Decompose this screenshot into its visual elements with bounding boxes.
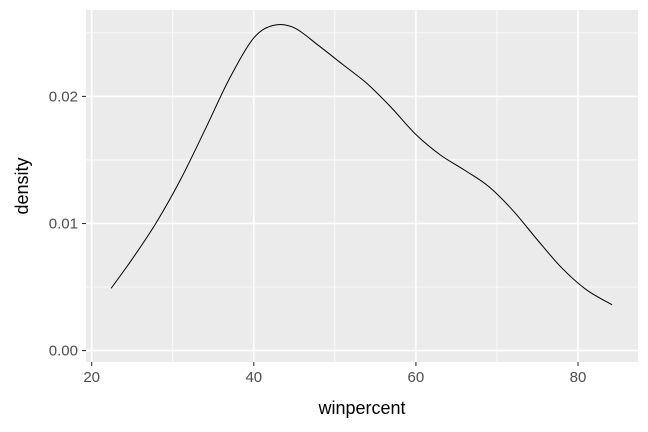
- axis-ticks: 20 40 60 80 0.00 0.01 0.02: [49, 88, 587, 386]
- y-tick-label: 0.02: [49, 88, 78, 105]
- density-line: [110, 23, 613, 306]
- plot-panel: [86, 10, 638, 362]
- y-tick-label: 0.01: [49, 215, 78, 232]
- x-tick-label: 40: [245, 369, 262, 386]
- x-tick-label: 20: [83, 369, 100, 386]
- y-axis-title: density: [12, 157, 32, 214]
- grid-lines: [86, 10, 638, 362]
- x-axis-title: winpercent: [317, 398, 405, 418]
- y-tick-label: 0.00: [49, 343, 78, 360]
- x-tick-label: 80: [570, 369, 587, 386]
- x-tick-label: 60: [408, 369, 425, 386]
